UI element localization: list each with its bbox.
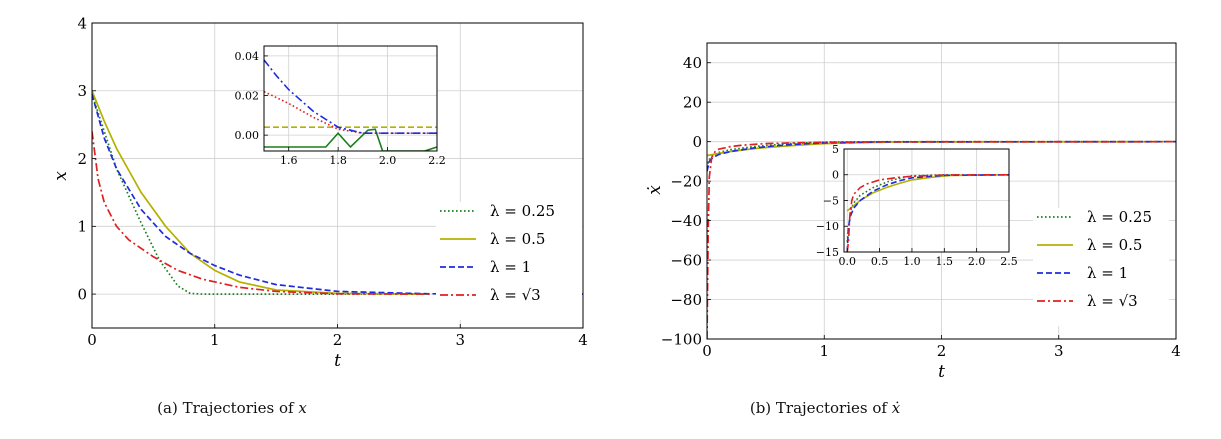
x-tick-label: 3 <box>1054 342 1064 360</box>
x-tick-label: 2 <box>333 331 343 349</box>
x-tick-label: 2 <box>937 342 947 360</box>
legend-background <box>436 202 582 320</box>
x-tick-label: 1.5 <box>936 255 954 268</box>
x-tick-label: 1.6 <box>280 154 298 167</box>
legend-background <box>1033 208 1169 326</box>
x-axis-label: t <box>938 362 945 382</box>
x-axis-label: t <box>334 351 341 371</box>
y-tick-label: 5 <box>832 143 839 156</box>
y-tick-label: −60 <box>670 251 702 269</box>
x-tick-label: 0 <box>702 342 712 360</box>
y-axis-label: ẋ <box>645 185 665 195</box>
y-tick-label: −80 <box>670 291 702 309</box>
y-tick-label: 0 <box>692 133 702 151</box>
y-tick-label: −100 <box>661 330 702 348</box>
y-tick-label: 0.04 <box>235 50 260 63</box>
y-tick-label: 40 <box>683 54 702 72</box>
series-line-1 <box>264 128 437 151</box>
x-tick-label: 0.5 <box>871 255 889 268</box>
series-line-2 <box>846 174 1009 212</box>
legend: λ = 0.25 λ = 0.5 λ = 1 λ = √3 <box>436 202 582 320</box>
series-line-4 <box>264 59 437 134</box>
series-line-3 <box>92 93 583 295</box>
y-tick-label: 0 <box>77 285 87 303</box>
series-line-1 <box>707 140 1176 168</box>
legend-label-2: λ = 0.5 <box>490 230 545 248</box>
x-tick-label: 2.0 <box>379 154 397 167</box>
legend-label-2: λ = 0.5 <box>1087 236 1142 254</box>
x-tick-label: 1 <box>819 342 829 360</box>
y-tick-label: −20 <box>670 172 702 190</box>
series-line-4 <box>92 131 430 295</box>
y-tick-label: 20 <box>683 93 702 111</box>
y-tick-label: 0 <box>832 169 839 182</box>
y-tick-label: 0.02 <box>235 89 260 102</box>
x-tick-label: 3 <box>455 331 465 349</box>
y-tick-label: 2 <box>77 150 87 168</box>
x-tick-label: 2.0 <box>968 255 986 268</box>
series-group <box>846 174 1009 252</box>
y-tick-label: −5 <box>823 194 839 207</box>
series-line-4 <box>707 140 1176 339</box>
inset-plot: 1.6 1.8 2.0 2.2 0.00 0.02 0.04 <box>235 45 446 167</box>
series-group <box>707 140 1176 339</box>
inset-plot: 0.0 0.5 1.0 1.5 2.0 2.5 −15 −10 −5 0 5 <box>816 143 1018 268</box>
y-tick-label: 3 <box>77 82 87 100</box>
x-tick-label: 4 <box>578 331 588 349</box>
x-tick-label: 4 <box>1171 342 1181 360</box>
series-line-1 <box>846 174 1009 242</box>
x-tick-label: 1 <box>210 331 220 349</box>
x-tick-label: 0 <box>87 331 97 349</box>
y-tick-label: −10 <box>816 220 839 233</box>
plot-frame <box>263 45 438 152</box>
series-group <box>92 90 583 295</box>
y-tick-label: 1 <box>77 218 87 236</box>
legend-label-1: λ = 0.25 <box>1087 208 1152 226</box>
caption-b: (b) Trajectories of ẋ <box>750 399 901 417</box>
x-tick-label: 1.8 <box>329 154 347 167</box>
legend-label-3: λ = 1 <box>1087 264 1128 282</box>
legend: λ = 0.25 λ = 0.5 λ = 1 λ = √3 <box>1033 208 1169 326</box>
series-line-4 <box>846 174 1009 252</box>
legend-label-4: λ = √3 <box>490 286 541 304</box>
y-tick-label: 0.00 <box>235 129 260 142</box>
chart-panel-a: 0 1 2 3 4 0 1 2 3 4 t x 1.6 1.8 2.0 2.2 0.00 0.02 0.04 λ = … <box>51 14 588 371</box>
x-tick-label: 2.2 <box>428 154 446 167</box>
legend-label-4: λ = √3 <box>1087 292 1138 310</box>
x-tick-label: 1.0 <box>903 255 921 268</box>
x-tick-label: 2.5 <box>1000 255 1018 268</box>
y-tick-label: −40 <box>670 212 702 230</box>
legend-label-3: λ = 1 <box>490 258 531 276</box>
y-tick-label: −15 <box>816 246 839 259</box>
y-axis-label: x <box>51 171 71 181</box>
x-tick-label: 0.0 <box>838 255 856 268</box>
series-line-1 <box>92 93 430 295</box>
legend-label-1: λ = 0.25 <box>490 202 555 220</box>
caption-a: (a) Trajectories of x <box>157 399 307 417</box>
y-tick-label: 4 <box>77 14 87 32</box>
series-group <box>264 59 437 151</box>
